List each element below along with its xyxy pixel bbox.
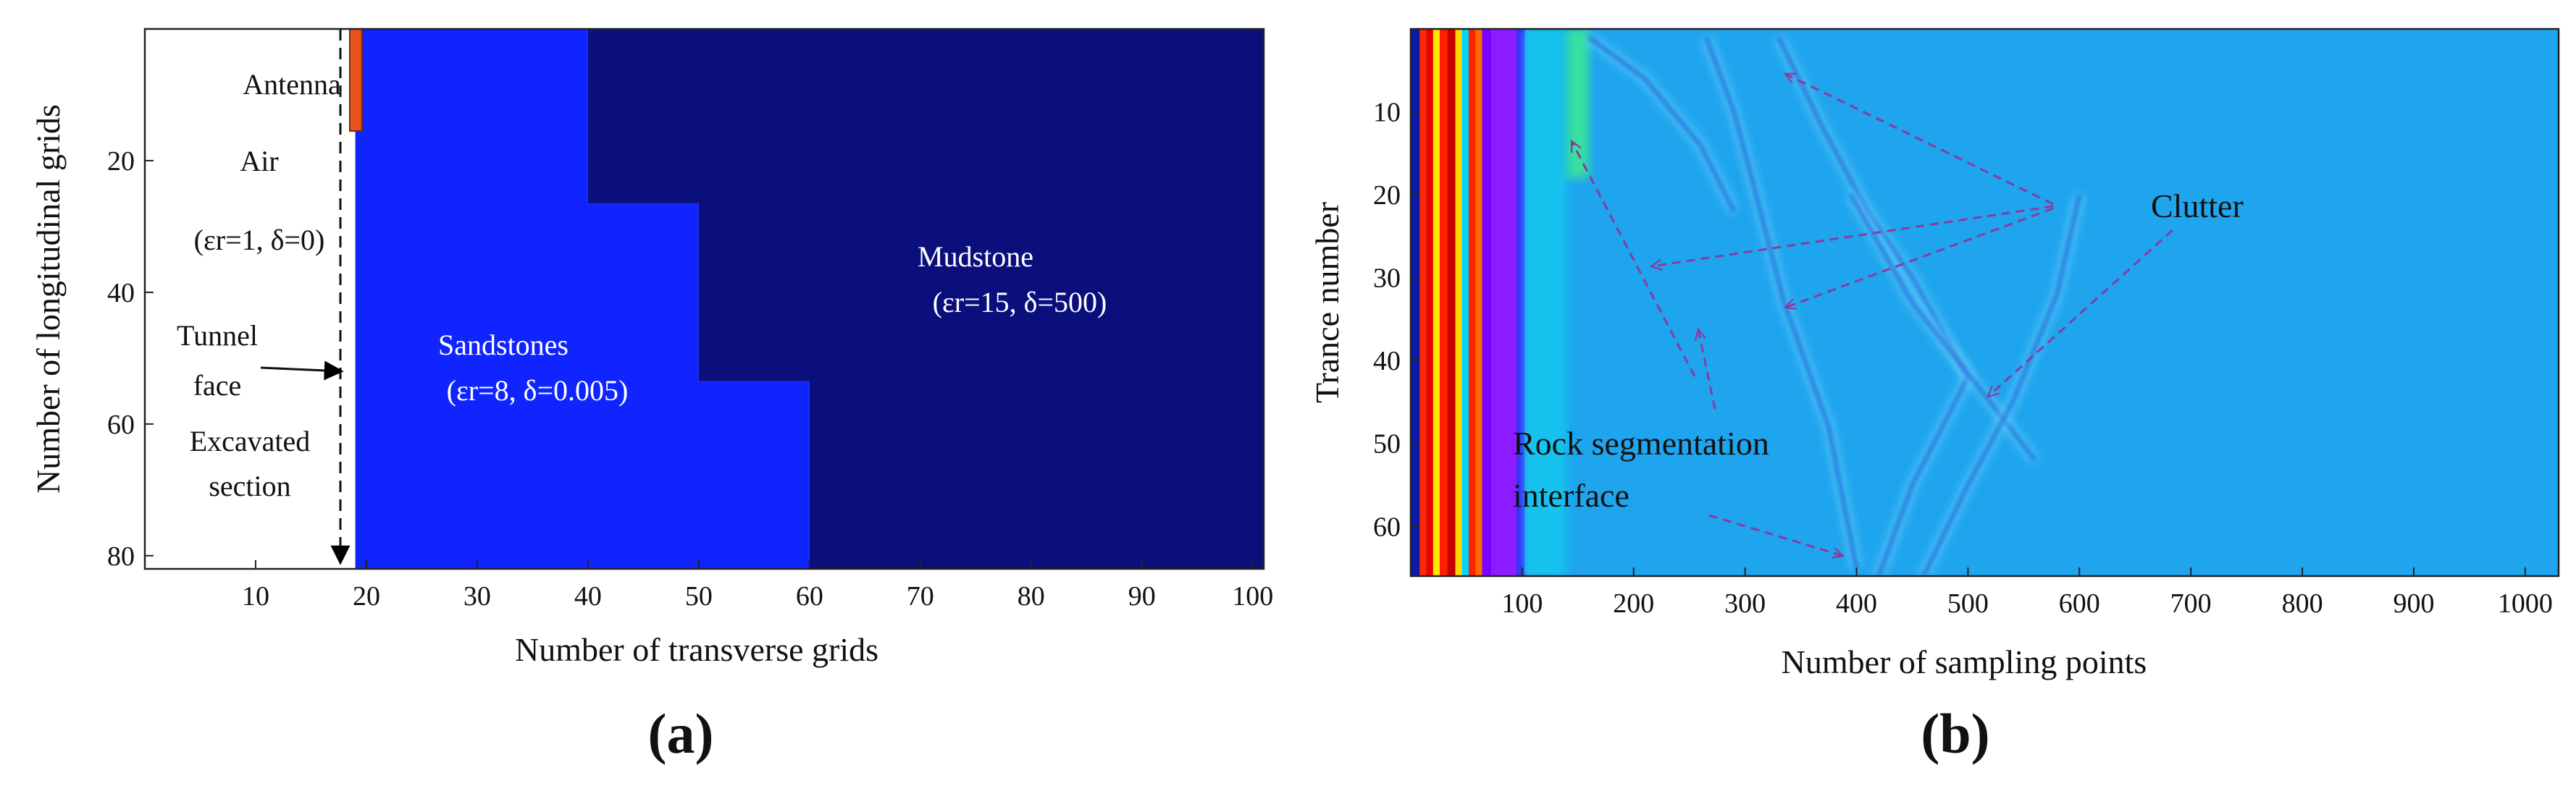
y-tick-label-b: 10 [1373, 98, 1401, 128]
direct-wave-band [1461, 29, 1469, 576]
y-tick-label-a: 60 [107, 410, 135, 440]
caption-a: (a) [648, 702, 714, 765]
x-tick-label-a: 100 [1232, 581, 1273, 612]
reflection-curve [1704, 36, 1858, 568]
x-tick-label-b: 300 [1724, 588, 1766, 619]
mudstone-params-label: (εr=15, δ=500) [933, 286, 1107, 318]
direct-wave-band [1475, 29, 1483, 576]
rock-interface-label-1: Rock segmentation [1513, 425, 1769, 462]
panel-b-annotations: Clutter Rock segmentation interface [1513, 72, 2244, 556]
tunnel-face-label-2: face [193, 369, 242, 402]
y-axis-label-b: Trance number [1309, 202, 1346, 403]
reflection-curve [1849, 193, 2036, 462]
direct-wave-bands [1411, 29, 1590, 576]
region-sandstones [355, 29, 810, 569]
x-tick-label-b: 900 [2393, 588, 2434, 619]
direct-wave-band [1490, 29, 1517, 576]
x-tick-label-a: 20 [353, 581, 380, 612]
reflection-curves [1586, 33, 2085, 576]
rock-interface-label-2: interface [1513, 477, 1629, 514]
region-air [145, 29, 356, 569]
y-tick-label-b: 30 [1373, 263, 1401, 294]
plot-b-frame [1409, 28, 2560, 578]
direct-wave-band [1432, 29, 1440, 576]
caption-b: (b) [1921, 702, 1989, 765]
direct-wave-band [1426, 29, 1434, 576]
x-tick-label-b: 1000 [2498, 588, 2553, 619]
reflection-curve [1921, 194, 2081, 576]
air-params-label: (εr=1, δ=0) [194, 224, 325, 256]
direct-wave-band [1482, 29, 1492, 576]
antenna-label: Antenna [243, 68, 341, 101]
rock-arrow-2 [1570, 141, 1696, 377]
x-axis-label-b: Number of sampling points [1782, 643, 2147, 680]
y-axis-label-a: Number of longitudinal grids [30, 104, 67, 494]
x-axis-label-a: Number of transverse grids [515, 631, 878, 668]
panel-b: 100 200 300 400 500 600 700 800 900 1000 10 20 30 40 5… [1309, 28, 2560, 680]
y-tick-label-b: 20 [1373, 180, 1401, 211]
x-tick-label-a: 90 [1128, 581, 1156, 612]
tunnel-face-label-1: Tunnel [177, 319, 258, 352]
region-layer [145, 29, 1264, 569]
mudstone-label: Mudstone [918, 240, 1033, 273]
direct-wave-band [1411, 29, 1420, 576]
direct-wave-band [1447, 29, 1456, 576]
direct-wave-band [1469, 29, 1476, 576]
clutter-label: Clutter [2151, 187, 2244, 224]
x-tick-label-a: 40 [574, 581, 602, 612]
x-tick-label-a: 50 [685, 581, 713, 612]
x-tick-label-a: 10 [242, 581, 269, 612]
x-tick-label-b: 400 [1836, 588, 1877, 619]
x-tick-label-b: 800 [2282, 588, 2323, 619]
x-tick-label-b: 700 [2170, 588, 2212, 619]
direct-wave-band [1440, 29, 1448, 576]
panel-a-annotations: Antenna Air (εr=1, δ=0) Tunnel face Exca… [177, 29, 1107, 565]
clutter-arrow-3 [1785, 207, 2054, 308]
radargram-background [1411, 29, 2559, 576]
y-tick-label-b: 50 [1373, 429, 1401, 460]
first-arrival-peak [1566, 29, 1590, 179]
first-arrival-band [1524, 29, 1567, 576]
excavated-section-label-1: Excavated [190, 425, 311, 457]
y-tick-label-a: 20 [107, 146, 135, 177]
radargram-image [1411, 29, 2559, 576]
x-tick-label-a: 80 [1018, 581, 1045, 612]
direct-wave-band [1419, 29, 1427, 576]
sandstones-label: Sandstones [438, 329, 569, 361]
excavated-section-label-2: section [209, 470, 290, 502]
plot-a-frame [143, 28, 1265, 570]
y-tick-label-a: 40 [107, 278, 135, 308]
panel-b-ticks: 100 200 300 400 500 600 700 800 900 1000 10 20 30 40 5… [1373, 98, 2553, 619]
direct-wave-band [1516, 29, 1525, 576]
reflection-curve [1587, 35, 1736, 213]
x-tick-label-b: 500 [1947, 588, 1989, 619]
annotation-arrows [1570, 72, 2174, 556]
region-antenna [350, 29, 362, 131]
y-tick-label-b: 60 [1373, 512, 1401, 542]
antenna-outline [349, 29, 363, 132]
reflection-curve [1776, 36, 1971, 576]
direct-wave-band [1455, 29, 1463, 576]
x-tick-label-a: 30 [463, 581, 491, 612]
x-tick-label-a: 70 [907, 581, 934, 612]
tunnel-face-arrow [260, 360, 344, 381]
rock-arrow-3 [1708, 514, 1843, 556]
y-tick-label-a: 80 [107, 541, 135, 572]
x-tick-label-b: 200 [1613, 588, 1654, 619]
region-mudstone [587, 29, 1264, 569]
clutter-arrow-2 [1651, 205, 2054, 266]
clutter-arrow-1 [1785, 72, 2054, 206]
x-tick-label-a: 60 [796, 581, 823, 612]
clutter-arrow-4 [1988, 229, 2174, 397]
x-tick-label-b: 100 [1501, 588, 1543, 619]
y-tick-label-b: 40 [1373, 346, 1401, 376]
x-tick-label-b: 600 [2059, 588, 2100, 619]
sandstones-params-label: (εr=8, δ=0.005) [447, 374, 629, 407]
panel-a: Antenna Air (εr=1, δ=0) Tunnel face Exca… [30, 28, 1273, 668]
air-label: Air [240, 145, 278, 177]
panel-a-ticks: 10 20 30 40 50 60 70 80 90 100 20 40 60 80 [107, 146, 1273, 612]
